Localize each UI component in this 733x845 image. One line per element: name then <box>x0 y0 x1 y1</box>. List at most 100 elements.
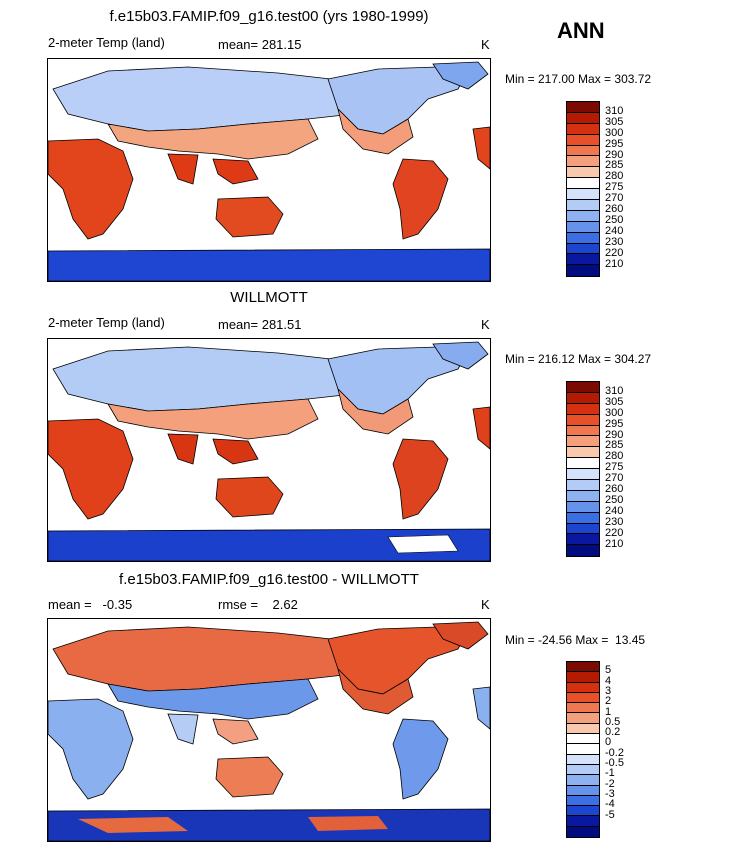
colorbar-swatch <box>567 178 599 190</box>
colorbar-swatch <box>567 167 599 179</box>
colorbar-label: 260 <box>605 483 624 495</box>
colorbar-swatch <box>567 145 599 157</box>
colorbar-swatch <box>567 826 599 838</box>
units-label-obs: K <box>481 317 490 332</box>
colorbar-label: -3 <box>605 787 615 800</box>
colorbar-swatch <box>567 221 599 233</box>
colorbar-label: 285 <box>605 159 624 172</box>
colorbar-swatch <box>567 254 599 266</box>
colorbar-swatch <box>567 447 599 459</box>
colorbar-label: 0 <box>605 736 612 749</box>
colorbar-label: 310 <box>605 104 624 117</box>
colorbar-label: -4 <box>605 798 615 811</box>
colorbar-swatch <box>567 392 599 404</box>
map-model <box>47 58 491 282</box>
colorbar-label: 275 <box>605 181 624 194</box>
colorbar-label: 230 <box>605 515 624 528</box>
map-model-svg <box>48 61 490 281</box>
colorbar-label: 230 <box>605 235 624 248</box>
colorbar-label: 290 <box>605 428 624 441</box>
map-diff <box>47 618 491 842</box>
colorbar-swatch <box>567 480 599 491</box>
colorbar-swatch <box>567 672 599 683</box>
colorbar-swatch <box>567 713 599 724</box>
colorbar-label: 0.5 <box>605 715 621 728</box>
variable-label-obs: 2-meter Temp (land) <box>48 315 165 330</box>
colorbar-swatch <box>567 414 599 426</box>
colorbar-label: 305 <box>605 395 624 408</box>
colorbar-swatch <box>567 723 599 735</box>
mean-label-obs: mean= 281.51 <box>218 317 302 332</box>
colorbar-swatch <box>567 754 599 765</box>
colorbar-swatch <box>567 458 599 470</box>
minmax-label-model: Min = 217.00 Max = 303.72 <box>505 72 652 86</box>
colorbar-swatch <box>567 795 599 807</box>
colorbar-label: 290 <box>605 148 624 161</box>
colorbar-swatch <box>567 662 599 673</box>
colorbar-label: 240 <box>605 224 624 237</box>
minmax-label-diff: Min = -24.56 Max = 13.45 <box>505 633 646 647</box>
colorbar-label: 260 <box>605 203 624 215</box>
units-label-diff: K <box>481 597 490 612</box>
units-label-model: K <box>481 37 490 52</box>
colorbar-swatch <box>567 210 599 222</box>
colorbar-label: 295 <box>605 137 624 150</box>
colorbar-label: 285 <box>605 439 624 452</box>
colorbar-label: 3 <box>605 684 612 697</box>
colorbar-label: 310 <box>605 384 624 397</box>
colorbar-label: 210 <box>605 537 624 550</box>
colorbar-label: 2 <box>605 695 612 708</box>
map-obs-svg <box>48 341 490 561</box>
colorbar-swatch <box>567 734 599 745</box>
map-diff-svg <box>48 621 490 841</box>
colorbar-swatch <box>567 806 599 817</box>
colorbar-swatch <box>567 112 599 124</box>
colorbar-label: 210 <box>605 257 624 270</box>
colorbar-label: -5 <box>605 808 615 821</box>
colorbar-swatch <box>567 232 599 244</box>
colorbar-model <box>566 101 600 278</box>
colorbar-swatch <box>567 382 599 393</box>
colorbar-label: -0.2 <box>605 746 624 759</box>
colorbar-label: 275 <box>605 461 624 474</box>
panel-title-model: f.e15b03.FAMIP.f09_g16.test00 (yrs 1980-… <box>109 8 429 25</box>
colorbar-swatch <box>567 744 599 755</box>
colorbar-label: 280 <box>605 450 624 463</box>
colorbar-swatch <box>567 490 599 502</box>
colorbar-label: 250 <box>605 213 624 226</box>
colorbar-swatch <box>567 785 599 796</box>
colorbar-swatch <box>567 102 599 113</box>
colorbar-swatch <box>567 425 599 437</box>
colorbar-swatch <box>567 265 599 277</box>
colorbar-label: 300 <box>605 406 624 419</box>
panel-title-obs: WILLMOTT <box>230 289 308 306</box>
colorbar-label: -1 <box>605 767 615 780</box>
colorbar-swatch <box>567 123 599 135</box>
colorbar-swatch <box>567 436 599 448</box>
colorbar-swatch <box>567 775 599 786</box>
colorbar-label: 1 <box>605 705 612 718</box>
colorbar-swatch <box>567 243 599 255</box>
mean-label-model: mean= 281.15 <box>218 37 302 52</box>
colorbar-label: -2 <box>605 777 615 790</box>
colorbar-label: 5 <box>605 664 612 677</box>
variable-label-model: 2-meter Temp (land) <box>48 35 165 50</box>
colorbar-swatch <box>567 156 599 168</box>
colorbar-swatch <box>567 512 599 524</box>
colorbar-swatch <box>567 764 599 776</box>
colorbar-swatch <box>567 703 599 714</box>
panel-title-diff: f.e15b03.FAMIP.f09_g16.test00 - WILLMOTT <box>119 571 419 588</box>
colorbar-swatch <box>567 189 599 201</box>
colorbar-label: 270 <box>605 472 624 485</box>
colorbar-label: 220 <box>605 526 624 539</box>
colorbar-swatch <box>567 523 599 535</box>
colorbar-swatch <box>567 692 599 704</box>
colorbar-label: -0.5 <box>605 757 624 769</box>
colorbar-label: 300 <box>605 126 624 139</box>
colorbar-swatch <box>567 501 599 513</box>
colorbar-swatch <box>567 403 599 415</box>
colorbar-label: 240 <box>605 504 624 517</box>
colorbar-obs <box>566 381 600 558</box>
colorbar-swatch <box>567 134 599 146</box>
colorbar-swatch <box>567 200 599 211</box>
